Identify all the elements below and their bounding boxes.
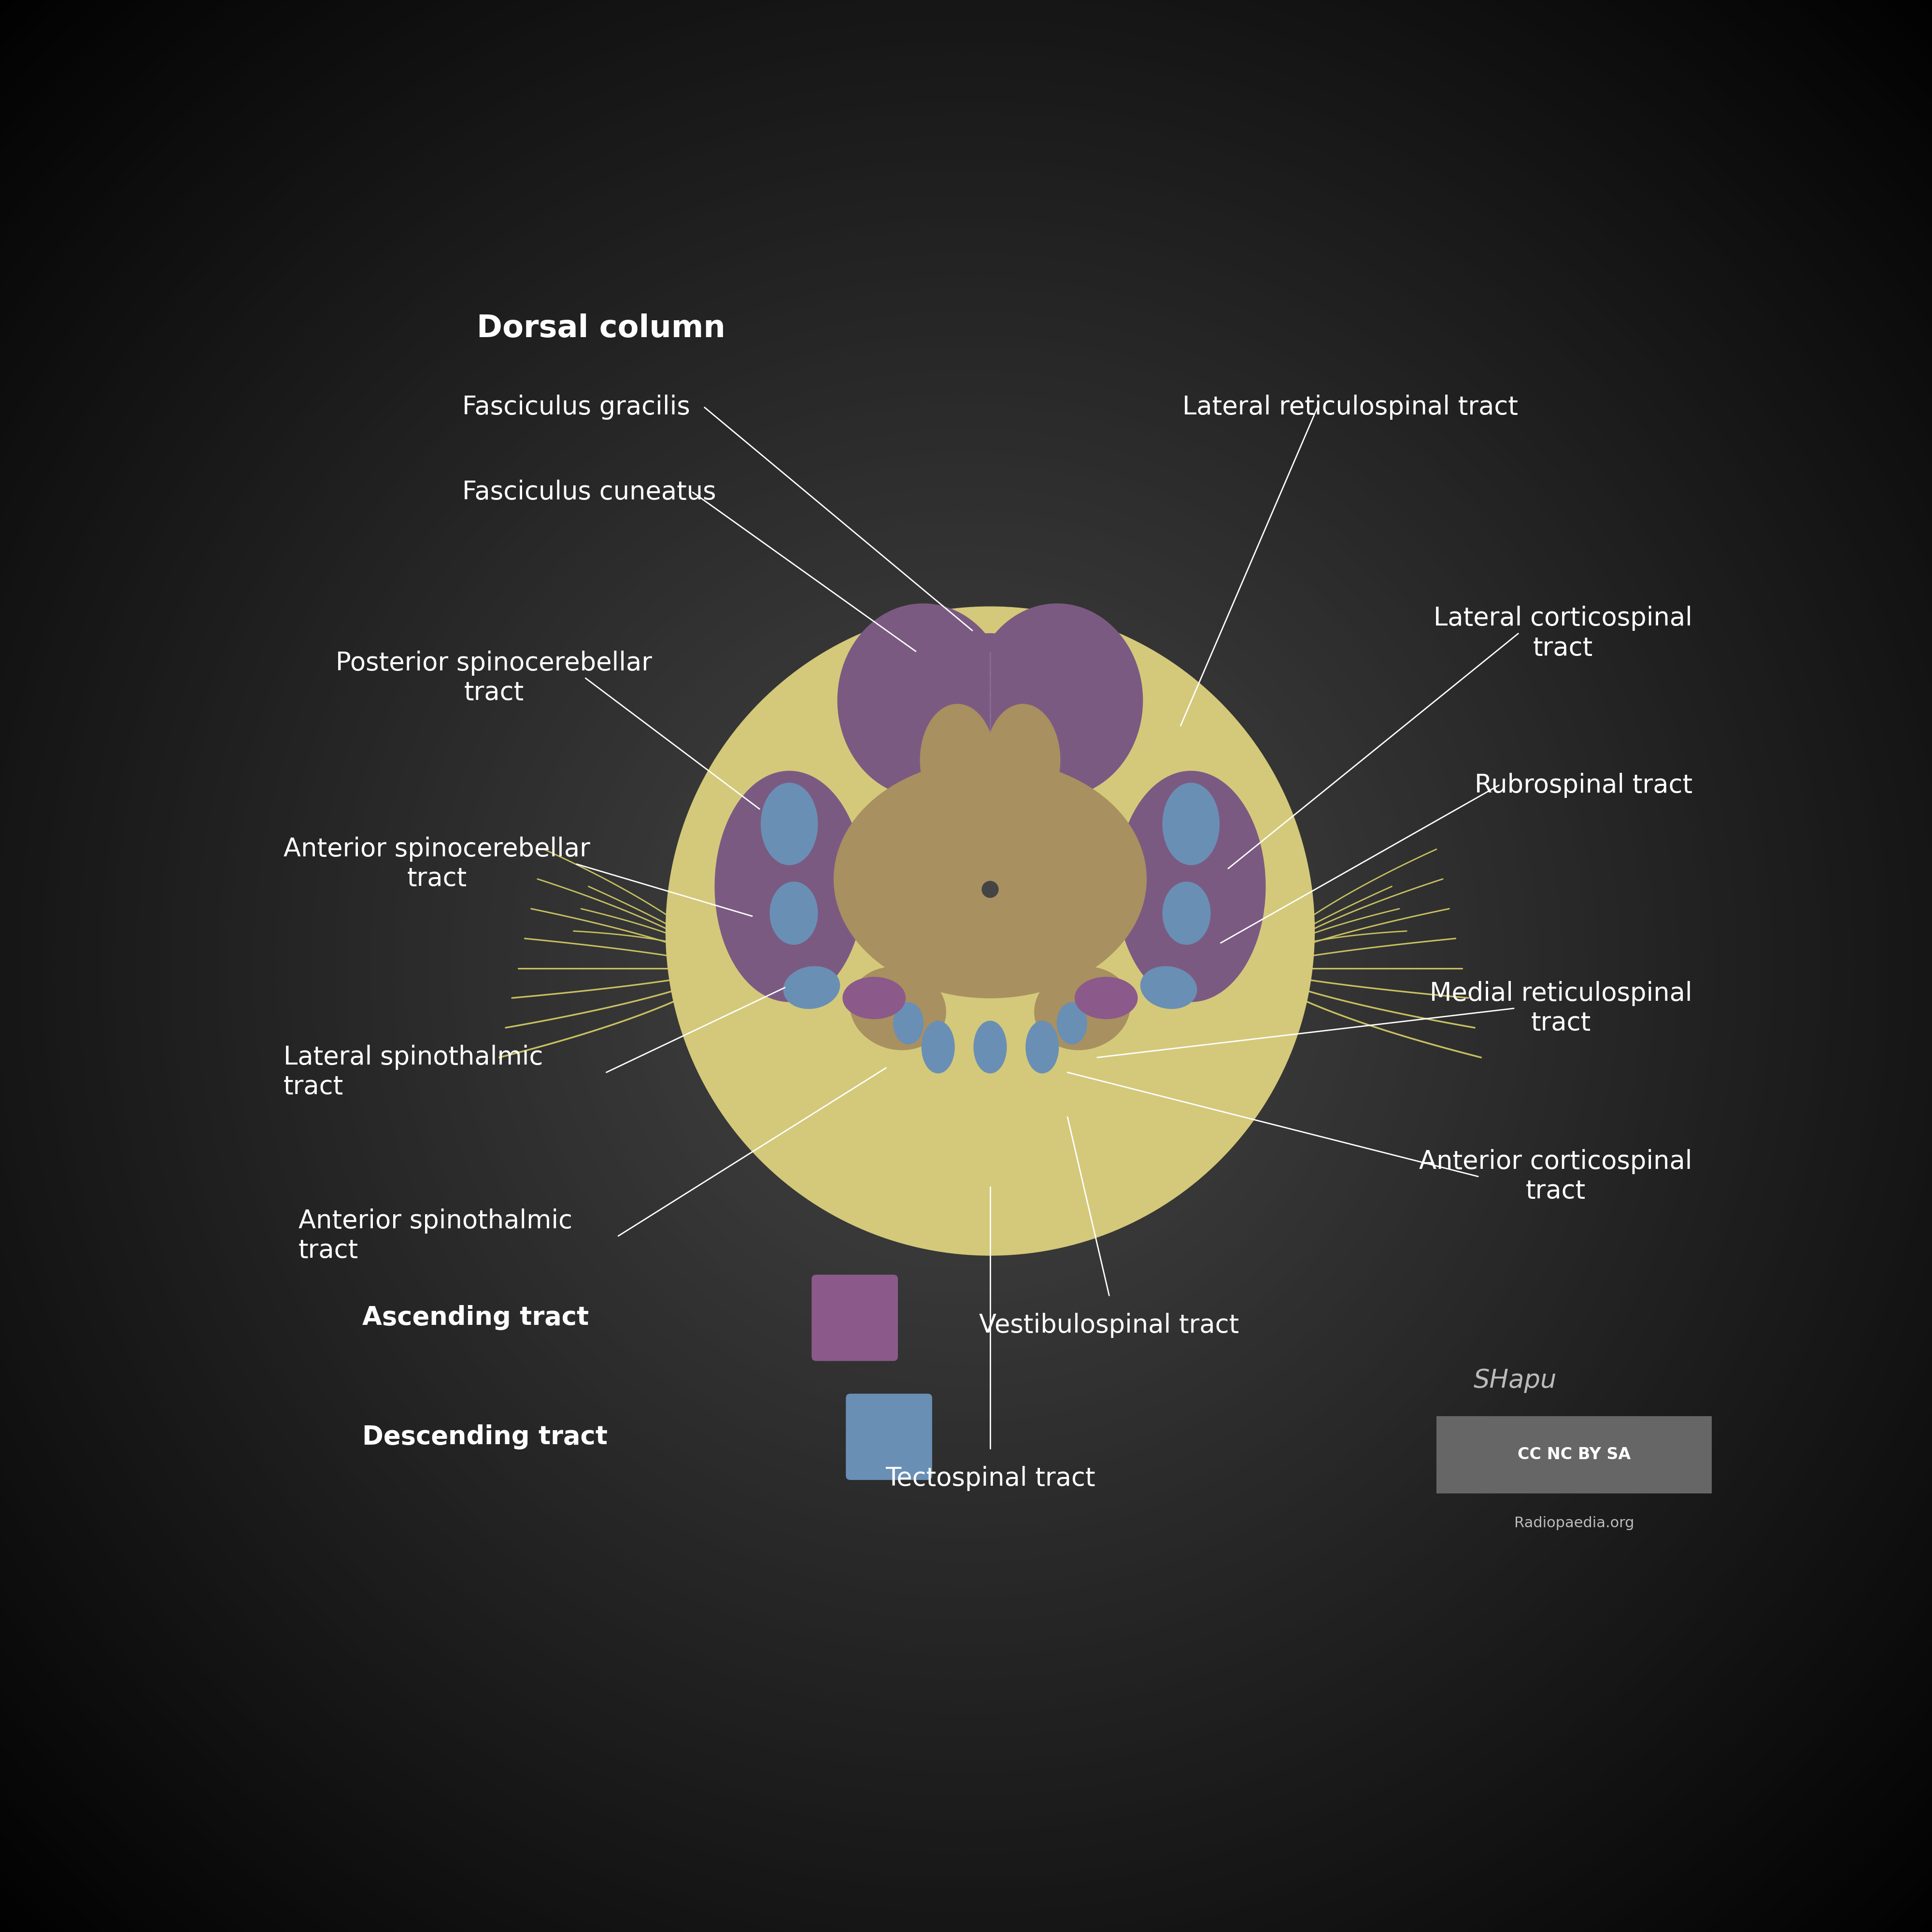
Text: Ascending tract: Ascending tract xyxy=(363,1306,589,1331)
Ellipse shape xyxy=(960,1140,1020,1198)
Text: Vestibulospinal tract: Vestibulospinal tract xyxy=(980,1312,1238,1337)
Text: Lateral reticulospinal tract: Lateral reticulospinal tract xyxy=(1182,394,1519,419)
Ellipse shape xyxy=(838,603,1009,798)
Text: Tectospinal tract: Tectospinal tract xyxy=(885,1466,1095,1492)
Ellipse shape xyxy=(1163,782,1219,866)
Text: Posterior spinocerebellar
tract: Posterior spinocerebellar tract xyxy=(336,651,651,705)
Text: CC NC BY SA: CC NC BY SA xyxy=(1517,1447,1631,1463)
Ellipse shape xyxy=(784,966,840,1009)
Ellipse shape xyxy=(1074,978,1138,1018)
Text: SHapu: SHapu xyxy=(1474,1368,1557,1393)
Text: Dorsal column: Dorsal column xyxy=(477,313,726,344)
FancyBboxPatch shape xyxy=(811,1275,898,1360)
Ellipse shape xyxy=(920,703,995,815)
Ellipse shape xyxy=(970,1028,1010,1161)
Text: Anterior spinothalmic
tract: Anterior spinothalmic tract xyxy=(298,1208,572,1264)
Text: Descending tract: Descending tract xyxy=(363,1424,609,1449)
Ellipse shape xyxy=(945,920,1036,972)
Ellipse shape xyxy=(761,782,817,866)
Circle shape xyxy=(981,881,999,898)
Text: Anterior spinocerebellar
tract: Anterior spinocerebellar tract xyxy=(284,837,589,893)
Ellipse shape xyxy=(1034,966,1130,1049)
Text: Fasciculus gracilis: Fasciculus gracilis xyxy=(462,394,690,419)
Ellipse shape xyxy=(972,603,1142,798)
Text: Radiopaedia.org: Radiopaedia.org xyxy=(1515,1517,1634,1530)
Circle shape xyxy=(667,607,1314,1256)
Ellipse shape xyxy=(985,703,1061,815)
Ellipse shape xyxy=(850,966,947,1049)
Ellipse shape xyxy=(1057,1003,1088,1043)
Ellipse shape xyxy=(922,1020,954,1072)
Text: Lateral spinothalmic
tract: Lateral spinothalmic tract xyxy=(284,1045,543,1099)
Ellipse shape xyxy=(923,634,1057,798)
Ellipse shape xyxy=(771,881,817,945)
Ellipse shape xyxy=(1117,771,1265,1001)
Ellipse shape xyxy=(1140,966,1196,1009)
Text: Anterior corticospinal
tract: Anterior corticospinal tract xyxy=(1420,1150,1692,1204)
Ellipse shape xyxy=(974,1020,1007,1072)
Ellipse shape xyxy=(893,1003,923,1043)
Ellipse shape xyxy=(842,978,906,1018)
Ellipse shape xyxy=(835,759,1146,999)
Ellipse shape xyxy=(715,771,864,1001)
Text: Fasciculus cuneatus: Fasciculus cuneatus xyxy=(462,479,717,504)
Text: Rubrospinal tract: Rubrospinal tract xyxy=(1474,773,1692,798)
Ellipse shape xyxy=(1163,881,1209,945)
Ellipse shape xyxy=(1026,1020,1059,1072)
Text: Medial reticulospinal
tract: Medial reticulospinal tract xyxy=(1430,981,1692,1036)
Text: Lateral corticospinal
tract: Lateral corticospinal tract xyxy=(1434,607,1692,661)
FancyBboxPatch shape xyxy=(846,1393,931,1480)
FancyBboxPatch shape xyxy=(1437,1416,1712,1493)
